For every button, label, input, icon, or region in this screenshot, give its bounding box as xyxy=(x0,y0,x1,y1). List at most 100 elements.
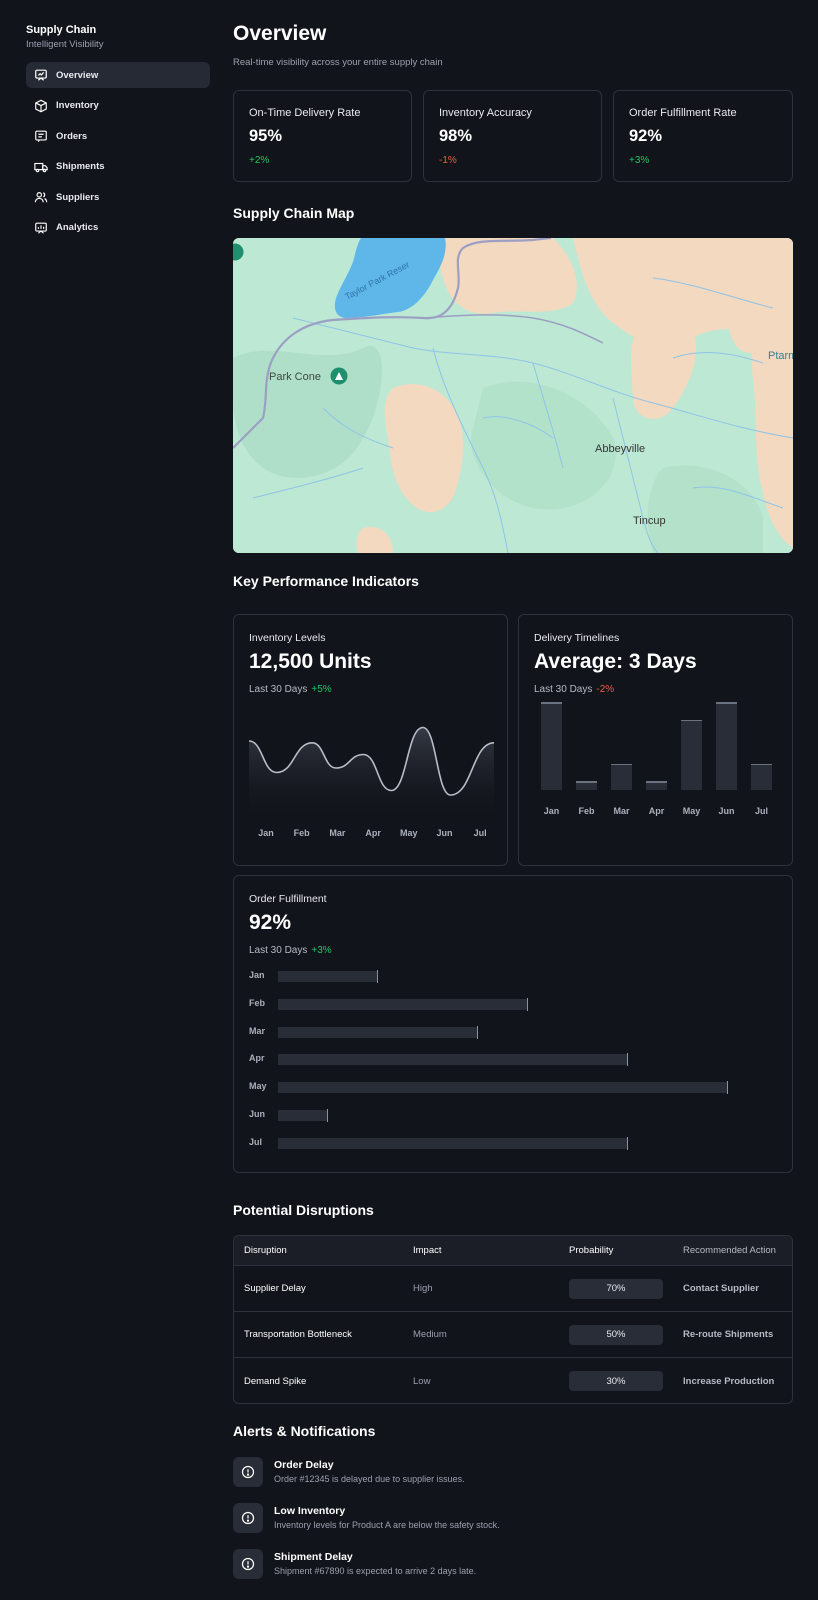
bar-feb xyxy=(576,781,597,790)
disruption-name: Transportation Bottleneck xyxy=(244,1329,352,1340)
map-graphic: Taylor Park Reser Park Cone Abbeyville T… xyxy=(233,238,793,553)
alert-title: Low Inventory xyxy=(274,1505,346,1517)
stat-card-order-fulfillment: Order Fulfillment Rate 92% +3% xyxy=(613,90,793,182)
disruption-impact: High xyxy=(413,1283,433,1294)
x-tick-label: Feb xyxy=(293,828,310,838)
x-tick-label: Jun xyxy=(718,806,735,816)
kpi-delta: +3% xyxy=(311,945,332,956)
alert-message: Shipment #67890 is expected to arrive 2 … xyxy=(274,1566,477,1576)
sidebar-item-label: Inventory xyxy=(56,100,99,112)
x-tick-label: Jan xyxy=(258,828,274,838)
hbar-apr xyxy=(278,1053,629,1067)
alert-title: Shipment Delay xyxy=(274,1551,353,1563)
probability-badge: 50% xyxy=(569,1324,663,1345)
table-row: Demand Spike Low 30% Increase Production xyxy=(234,1358,792,1403)
x-tick-label: May xyxy=(682,806,701,816)
y-tick-label: Jun xyxy=(249,1109,266,1119)
hbar-jan xyxy=(278,970,379,983)
table-row: Transportation Bottleneck Medium 50% Re-… xyxy=(234,1312,792,1358)
sidebar-item-label: Suppliers xyxy=(56,191,100,203)
y-tick-label: Apr xyxy=(249,1053,265,1064)
map-section-title: Supply Chain Map xyxy=(233,205,355,221)
sidebar-item-shipments[interactable]: Shipments xyxy=(26,154,210,180)
alert-circle-icon xyxy=(233,1549,263,1579)
sidebar-item-label: Orders xyxy=(56,130,88,142)
box-icon xyxy=(35,99,47,112)
alert-title: Order Delay xyxy=(274,1459,334,1471)
bar-mar xyxy=(611,763,632,790)
stat-value: 95% xyxy=(249,127,283,145)
line-chart-area xyxy=(249,727,494,823)
sidebar-item-orders[interactable]: Orders xyxy=(26,123,210,149)
action-link-reroute-shipments[interactable]: Re-route Shipments xyxy=(683,1329,774,1340)
orders-icon xyxy=(35,130,47,143)
sidebar-item-analytics[interactable]: Analytics xyxy=(26,215,210,241)
kpi-period-label: Last 30 Days xyxy=(249,684,308,695)
hbar-jul xyxy=(278,1136,629,1150)
bar-jun xyxy=(716,702,737,790)
kpi-delta: +5% xyxy=(311,684,332,695)
kpi-delta: -2% xyxy=(596,684,615,695)
sidebar-item-label: Shipments xyxy=(56,161,105,173)
alert-circle-icon xyxy=(233,1457,263,1487)
line-chart-series xyxy=(249,726,494,796)
stat-delta: +3% xyxy=(629,155,650,166)
x-tick-label: May xyxy=(400,828,418,838)
kpi-section-title: Key Performance Indicators xyxy=(233,573,419,589)
supply-chain-map[interactable]: Taylor Park Reser Park Cone Abbeyville T… xyxy=(233,238,793,553)
inventory-levels-card: Inventory Levels 12,500 Units Last 30 Da… xyxy=(233,614,508,866)
alert-item-shipment-delay[interactable]: Shipment Delay Shipment #67890 is expect… xyxy=(233,1549,476,1579)
kpi-value: 12,500 Units xyxy=(249,650,372,673)
x-tick-label: Jul xyxy=(754,806,768,816)
alert-item-low-inventory[interactable]: Low Inventory Inventory levels for Produ… xyxy=(233,1503,500,1533)
stat-value: 98% xyxy=(439,127,473,145)
sidebar-item-inventory[interactable]: Inventory xyxy=(26,93,210,119)
alerts-section-title: Alerts & Notifications xyxy=(233,1423,376,1439)
action-link-contact-supplier[interactable]: Contact Supplier xyxy=(683,1283,760,1294)
x-tick-label: Mar xyxy=(613,806,630,816)
stat-label: On-Time Delivery Rate xyxy=(249,107,361,119)
kpi-label: Delivery Timelines xyxy=(534,632,620,644)
y-tick-label: Mar xyxy=(249,1025,266,1036)
x-tick-label: Feb xyxy=(578,806,595,816)
x-tick-label: Apr xyxy=(648,806,665,816)
x-tick-label: Apr xyxy=(365,828,381,838)
stat-card-on-time-delivery: On-Time Delivery Rate 95% +2% xyxy=(233,90,412,182)
sidebar-item-overview[interactable]: Overview xyxy=(26,62,210,88)
hbar-jun xyxy=(278,1109,329,1122)
action-link-increase-production[interactable]: Increase Production xyxy=(683,1375,775,1387)
stat-card-inventory-accuracy: Inventory Accuracy 98% -1% xyxy=(423,90,602,182)
y-tick-label: May xyxy=(249,1081,267,1092)
page-subtitle: Real-time visibility across your entire … xyxy=(233,57,443,68)
kpi-period-label: Last 30 Days xyxy=(534,684,593,695)
page-title: Overview xyxy=(233,22,327,45)
kpi-period: Last 30 Days +5% xyxy=(249,684,332,695)
hbar-feb xyxy=(278,997,529,1011)
kpi-label: Order Fulfillment xyxy=(249,893,327,905)
map-label-abbeyville: Abbeyville xyxy=(595,443,645,455)
brand-title: Supply Chain xyxy=(26,24,97,36)
bar-apr xyxy=(646,781,667,790)
stat-label: Inventory Accuracy xyxy=(439,107,532,119)
sidebar-item-suppliers[interactable]: Suppliers xyxy=(26,184,210,210)
table-row: Supplier Delay High 70% Contact Supplier xyxy=(234,1266,792,1312)
alert-message: Order #12345 is delayed due to supplier … xyxy=(274,1474,465,1484)
hbar-may xyxy=(278,1081,729,1095)
alert-circle-icon xyxy=(233,1503,263,1533)
delivery-timelines-card: Delivery Timelines Average: 3 Days Last … xyxy=(518,614,793,866)
alert-item-order-delay[interactable]: Order Delay Order #12345 is delayed due … xyxy=(233,1457,465,1487)
hbar-mar xyxy=(278,1025,479,1039)
disruptions-section-title: Potential Disruptions xyxy=(233,1202,374,1218)
inventory-line-chart xyxy=(249,726,494,823)
alert-message: Inventory levels for Product A are below… xyxy=(274,1520,500,1530)
x-tick-label: Jul xyxy=(473,828,487,838)
x-tick-label: Jun xyxy=(436,828,453,838)
sidebar: Supply Chain Intelligent Visibility Over… xyxy=(0,0,226,1600)
y-tick-label: Jan xyxy=(249,970,265,980)
header-action: Recommended Action xyxy=(683,1245,776,1256)
truck-icon xyxy=(34,162,48,173)
order-fulfillment-card: Order Fulfillment 92% Last 30 Days +3% Ja… xyxy=(233,875,793,1173)
map-label-park-cone: Park Cone xyxy=(269,371,321,383)
stat-value: 92% xyxy=(629,127,663,145)
sidebar-item-label: Analytics xyxy=(56,222,99,234)
